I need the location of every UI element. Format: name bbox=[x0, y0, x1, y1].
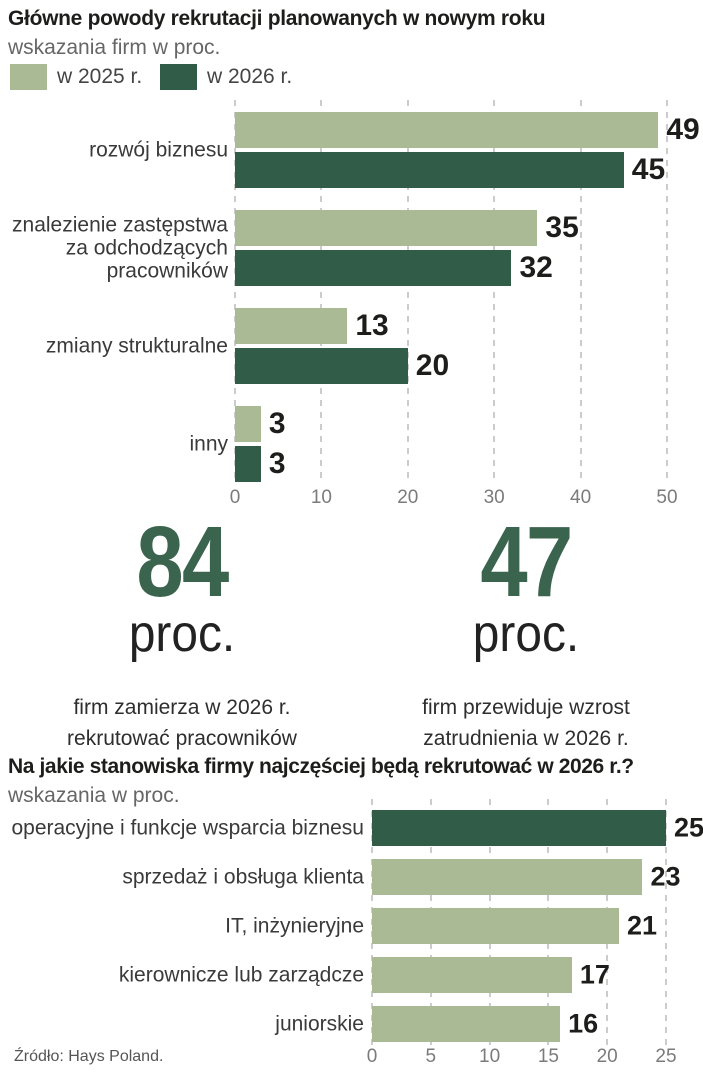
x-axis-tick-label: 20 bbox=[596, 1046, 618, 1067]
x-axis-tick-label: 10 bbox=[310, 487, 332, 508]
bar-value-label: 17 bbox=[579, 959, 610, 990]
stat-caption-line: rekrutować pracowników bbox=[67, 727, 297, 750]
gridline bbox=[579, 100, 582, 484]
bar-value-label: 49 bbox=[666, 113, 700, 146]
x-axis-tick-label: 40 bbox=[570, 487, 592, 508]
bar-2025 bbox=[235, 406, 261, 442]
category-label: kierownicze lub zarządcze bbox=[118, 963, 364, 987]
x-axis-tick-label: 30 bbox=[483, 487, 505, 508]
bar-2025 bbox=[235, 308, 348, 344]
stat-unit: proc. bbox=[128, 605, 236, 663]
x-axis-tick-label: 10 bbox=[479, 1046, 501, 1067]
category-label: sprzedaż i obsługa klienta bbox=[122, 865, 364, 889]
legend-swatch-2025 bbox=[10, 64, 47, 90]
x-axis-tick-label: 25 bbox=[655, 1046, 677, 1067]
category-label: zmiany strukturalne bbox=[45, 334, 228, 358]
category-label: juniorskie bbox=[275, 1012, 364, 1036]
chart1-subtitle: wskazania firm w proc. bbox=[8, 36, 221, 59]
bar-position bbox=[372, 859, 643, 895]
x-axis-tick-label: 20 bbox=[397, 487, 419, 508]
stat-value: 47 bbox=[480, 506, 573, 618]
stat-unit: proc. bbox=[472, 605, 580, 663]
bar-value-label: 45 bbox=[631, 153, 666, 186]
bar-2025 bbox=[235, 210, 538, 246]
bar-value-label: 20 bbox=[415, 349, 450, 382]
bar-position bbox=[372, 1006, 561, 1042]
gridline bbox=[320, 100, 323, 484]
bar-value-label: 13 bbox=[355, 309, 389, 342]
bar-value-label: 3 bbox=[268, 407, 286, 440]
bar-value-label: 23 bbox=[650, 861, 681, 892]
stat-caption: firm zamierza w 2026 r. rekrutować praco… bbox=[0, 692, 364, 754]
chart2-subtitle: wskazania w proc. bbox=[8, 784, 180, 807]
category-label: inny bbox=[189, 432, 228, 456]
category-label: znalezienie zastępstwa za odchodzących p… bbox=[12, 213, 228, 283]
x-axis-tick-label: 5 bbox=[425, 1046, 437, 1067]
gridline bbox=[234, 100, 236, 484]
bar-2026 bbox=[235, 446, 261, 482]
bar-value-label: 21 bbox=[626, 910, 657, 941]
legend-label-2026: w 2026 r. bbox=[207, 65, 293, 88]
stat-caption-line: firm zamierza w 2026 r. bbox=[73, 696, 291, 719]
chart2-title: Na jakie stanowiska firmy najczęściej bę… bbox=[8, 755, 634, 778]
stat-caption-line: zatrudnienia w 2026 r. bbox=[423, 727, 629, 750]
x-axis-tick-label: 50 bbox=[656, 487, 678, 508]
category-label: operacyjne i funkcje wsparcia biznesu bbox=[11, 816, 364, 840]
bar-value-label: 32 bbox=[519, 251, 553, 284]
gridline bbox=[406, 100, 409, 484]
gridline bbox=[665, 799, 667, 1045]
bar-value-label: 16 bbox=[568, 1008, 599, 1039]
stat-caption: firm przewiduje wzrost zatrudnienia w 20… bbox=[346, 692, 703, 754]
bar-value-label: 25 bbox=[674, 812, 703, 843]
legend-label-2025: w 2025 r. bbox=[57, 65, 143, 88]
bar-2026 bbox=[235, 250, 512, 286]
gridline bbox=[666, 100, 668, 484]
bar-value-label: 3 bbox=[268, 447, 286, 480]
category-label: rozwój biznesu bbox=[89, 138, 228, 162]
bar-value-label: 35 bbox=[545, 211, 579, 244]
stat-value: 84 bbox=[136, 506, 229, 618]
bar-position bbox=[372, 908, 619, 944]
legend-swatch-2026 bbox=[160, 64, 197, 90]
bar-2025 bbox=[235, 112, 659, 148]
bar-position bbox=[372, 810, 666, 846]
x-axis-tick-label: 0 bbox=[229, 487, 241, 508]
x-axis-tick-label: 0 bbox=[366, 1046, 378, 1067]
source-note: Źródło: Hays Poland. bbox=[14, 1048, 164, 1065]
chart1-title: Główne powody rekrutacji planowanych w n… bbox=[8, 7, 546, 30]
bar-2026 bbox=[235, 348, 408, 384]
category-label: IT, inżynieryjne bbox=[225, 914, 364, 938]
x-axis-tick-label: 15 bbox=[537, 1046, 559, 1067]
stat-caption-line: firm przewiduje wzrost bbox=[422, 696, 630, 719]
gridline bbox=[493, 100, 496, 484]
bar-2026 bbox=[235, 152, 624, 188]
bar-position bbox=[372, 957, 572, 993]
